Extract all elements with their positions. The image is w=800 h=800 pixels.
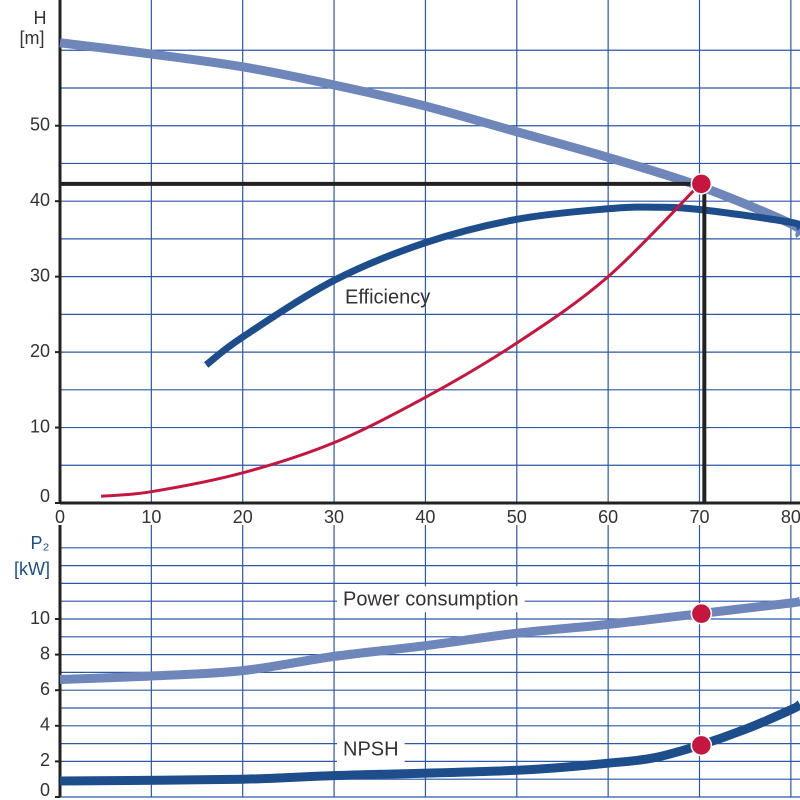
duty-point bbox=[690, 602, 713, 625]
y-tick-label: 50 bbox=[30, 114, 50, 134]
x-tick-label: 70 bbox=[689, 507, 709, 527]
y-tick-label: 40 bbox=[30, 190, 50, 210]
x-tick-label: 50 bbox=[507, 507, 527, 527]
curve-label: NPSH bbox=[343, 738, 399, 760]
y-tick-label: 2 bbox=[40, 750, 50, 770]
curve-label: Efficiency bbox=[345, 286, 430, 308]
curve-label: Power consumption bbox=[343, 588, 519, 610]
x-tick-label: 60 bbox=[598, 507, 618, 527]
label-background bbox=[337, 736, 405, 763]
y-axis-label: P₂ bbox=[31, 533, 50, 553]
curve bbox=[100, 183, 701, 498]
plot-0: 0 10 20 30 40 50 0 10 20 30 40 50 60 70 80 H[m] Efficien… bbox=[20, 0, 800, 527]
x-tick-label: 40 bbox=[415, 507, 435, 527]
curve bbox=[59, 596, 800, 685]
x-tick-label: 20 bbox=[233, 507, 253, 527]
y-axis-unit: [m] bbox=[20, 28, 45, 48]
curve bbox=[59, 700, 800, 786]
plot-1: 0 2 4 6 8 10 P₂ [kW] Power consumption NPSH bbox=[14, 525, 800, 800]
operating-point bbox=[690, 173, 713, 195]
x-tick-label: 30 bbox=[324, 507, 344, 527]
x-tick-label: 0 bbox=[55, 507, 65, 527]
y-tick-label: 6 bbox=[40, 679, 50, 699]
x-tick-label: 80 bbox=[781, 507, 800, 527]
y-tick-label: 0 bbox=[40, 486, 50, 506]
label-background bbox=[337, 586, 525, 613]
y-tick-label: 30 bbox=[30, 265, 50, 285]
y-tick-label: 10 bbox=[30, 608, 50, 628]
x-tick-label: 10 bbox=[141, 507, 161, 527]
duty-point bbox=[690, 734, 713, 757]
y-tick-label: 8 bbox=[40, 643, 50, 663]
curve bbox=[59, 38, 800, 239]
y-tick-label: 0 bbox=[40, 780, 50, 800]
y-axis-label: H bbox=[34, 8, 47, 28]
curve bbox=[204, 203, 800, 368]
y-tick-label: 10 bbox=[30, 416, 50, 436]
y-tick-label: 20 bbox=[30, 341, 50, 361]
y-tick-label: 4 bbox=[40, 715, 50, 735]
y-axis-unit: [kW] bbox=[14, 559, 50, 579]
